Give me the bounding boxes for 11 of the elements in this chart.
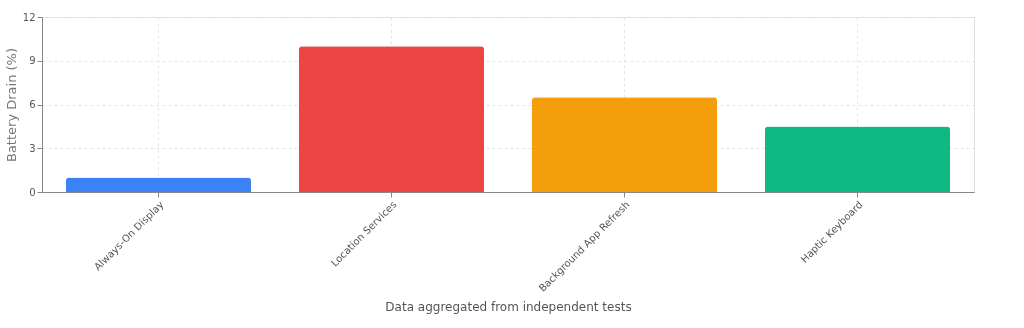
bar (66, 177, 251, 192)
bar (299, 46, 484, 192)
y-tick-label: 9 (29, 55, 36, 67)
y-tick-label: 0 (29, 186, 36, 198)
bar (765, 126, 950, 192)
y-tick-label: 6 (29, 99, 36, 110)
y-tick-label: 3 (29, 142, 36, 154)
y-tick-label: 12 (22, 11, 36, 23)
x-axis-title: Data aggregated from independent tests (385, 299, 632, 314)
bar (532, 97, 717, 192)
y-axis-title: Battery Drain (%) (3, 47, 19, 163)
